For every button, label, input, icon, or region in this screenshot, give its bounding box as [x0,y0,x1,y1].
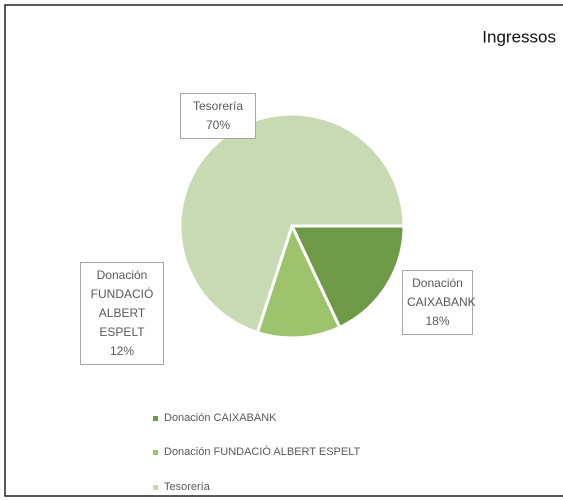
pie-slice [255,221,342,340]
legend-label: Donación FUNDACIÓ ALBERT ESPELT [164,446,361,458]
data-label: Tesorería 70% [180,93,256,139]
legend-entry: Donación FUNDACIÓ ALBERT ESPELT [153,446,360,458]
data-label: Donación FUNDACIÓ ALBERT ESPELT 12% [80,262,164,365]
legend-swatch [153,484,158,490]
data-label-value: 70% [205,118,231,132]
legend-label: Tesorería [164,481,210,493]
data-label-value: 18% [425,314,450,328]
data-label-category: Donación CAIXABANK [407,276,476,309]
legend-entry: Donación CAIXABANK [153,412,277,424]
data-label: Donación CAIXABANK 18% [402,270,476,335]
legend-label: Donación CAIXABANK [164,412,277,424]
pie-slice [289,224,406,330]
data-label-category: Tesorería [192,99,244,113]
data-label-category: Donación FUNDACIÓ ALBERT ESPELT [90,268,154,339]
legend-swatch [153,449,158,455]
chart-title: Ingressos [482,27,556,46]
legend-swatch [153,415,158,421]
legend-entry: Tesorería [153,481,210,493]
data-label-value: 12% [109,344,135,358]
